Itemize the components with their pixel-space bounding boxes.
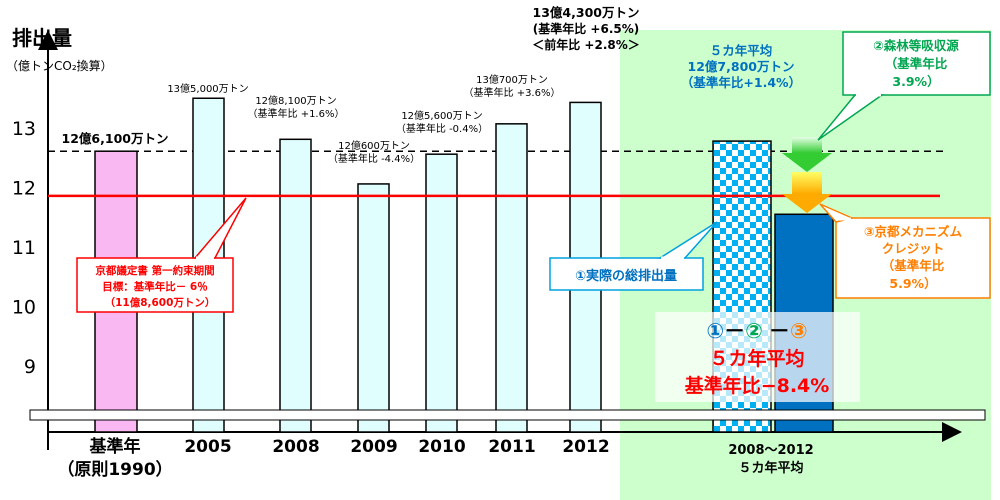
bar-4 [425, 153, 458, 433]
y-tick-12: 12 [12, 178, 36, 200]
bars [94, 97, 834, 433]
axis-break-band [29, 409, 986, 421]
category-label-4: 2010 [418, 437, 465, 457]
result-formula-2: ② [745, 319, 763, 343]
actual-callout-text: ①実際の総排出量 [575, 268, 677, 284]
bar-7-label-2: （基準年比+1.4%） [681, 75, 801, 90]
result-formula: ①－② －③ [706, 319, 807, 343]
deduction-arrows [782, 137, 832, 213]
result-line3: 基準年比−8.4% [684, 374, 830, 397]
kyoto-mech-line4: 5.9%） [889, 276, 936, 291]
forest-callout-line3: 3.9%） [892, 74, 939, 89]
bar-3-label-0: 12億600万トン [338, 139, 410, 152]
bar-2-label-0: 12億8,100万トン [255, 94, 336, 107]
bar-7-label-0: ５カ年平均 [710, 43, 773, 58]
actual-emissions-callout: ①実際の総排出量 [549, 221, 718, 291]
bar-0-label-0: 12億6,100万トン [62, 131, 169, 146]
kyoto-mech-line2: クレジット [882, 241, 945, 256]
bar-3 [357, 183, 390, 433]
result-formula-dash-2: － [769, 319, 790, 343]
bar-4-label-0: 12億5,600万トン [401, 109, 482, 122]
y-axis-title: 排出量 [12, 26, 72, 50]
forest-callout-line2: （基準年比 [885, 56, 948, 71]
result-box: ①－② －③ ５カ年平均 基準年比−8.4% [655, 312, 860, 402]
y-axis-subtitle: （億トンCO₂換算） [6, 58, 113, 73]
bar-6-label-0: 13億4,300万トン [533, 5, 640, 20]
forest-callout-line1: ②森林等吸収源 [873, 38, 959, 53]
bar-6-label-1: (基準年比 +6.5%) [533, 21, 639, 36]
category-label-6: 2012 [562, 437, 609, 457]
result-formula-dash-1: － [724, 319, 745, 343]
category-label-2: 2008 [272, 437, 319, 457]
category-labels: 基準年（原則1990） 2005 2008 2009 2010 2011 2012 2008～… [57, 436, 813, 480]
y-tick-13: 13 [12, 118, 36, 140]
y-tick-11: 11 [12, 237, 36, 259]
result-formula-3: ③ [790, 319, 808, 343]
bar-1-label-0: 13億5,000万トン [167, 82, 248, 95]
kyoto-mechanism-callout: ③京都メカニズム クレジット （基準年比 5.9%） [819, 203, 991, 299]
category-label-0-line2: （原則1990） [57, 459, 172, 480]
result-line2: ５カ年平均 [709, 347, 804, 370]
kyoto-callout-line1: 京都議定書 第一約束期間 [95, 264, 214, 277]
bar-5 [495, 123, 528, 433]
kyoto-mech-line3: （基準年比 [882, 258, 945, 273]
forest-sink-callout: ②森林等吸収源 （基準年比 3.9%） [817, 31, 991, 141]
kyoto-mech-line1: ③京都メカニズム [864, 224, 963, 239]
kyoto-callout-line3: （11億8,600万トン） [105, 296, 216, 309]
category-label-0: 基準年 [89, 436, 141, 457]
bar-5-label-1: （基準年比 +3.6%） [464, 86, 561, 99]
category-label-5: 2011 [488, 437, 535, 457]
result-formula-1: ① [706, 319, 724, 343]
bar-6-label-2: ＜前年比 +2.8%＞ [532, 37, 640, 52]
y-tick-9: 9 [24, 356, 36, 378]
category-label-7: 2008～2012 [728, 443, 813, 458]
bar-7-label-1: 12億7,800万トン [688, 59, 795, 74]
bar-4-label-1: （基準年比 -0.4%） [396, 122, 488, 135]
forest-arrow-head [782, 153, 832, 172]
forest-arrow-body [792, 137, 822, 153]
bar-2-label-1: （基準年比 +1.6%） [248, 107, 345, 120]
bar-2 [279, 138, 312, 433]
category-label-3: 2009 [350, 437, 397, 457]
kyoto-arrow-head [782, 194, 832, 213]
bar-3-label-1: （基準年比 -4.4%） [328, 152, 420, 165]
kyoto-target-callout: 京都議定書 第一約束期間 目標：基準年比－ 6％ （11億8,600万トン） [76, 197, 247, 313]
bar-5-label-0: 13億700万トン [476, 73, 548, 86]
kyoto-callout-line2: 目標：基準年比－ 6％ [102, 280, 207, 293]
y-tick-10: 10 [12, 297, 36, 319]
y-tick-labels: 9 10 11 12 13 [12, 118, 36, 378]
category-label-1: 2005 [184, 437, 231, 457]
kyoto-arrow-body [792, 172, 822, 194]
category-label-7-line2: ５カ年平均 [738, 460, 803, 476]
